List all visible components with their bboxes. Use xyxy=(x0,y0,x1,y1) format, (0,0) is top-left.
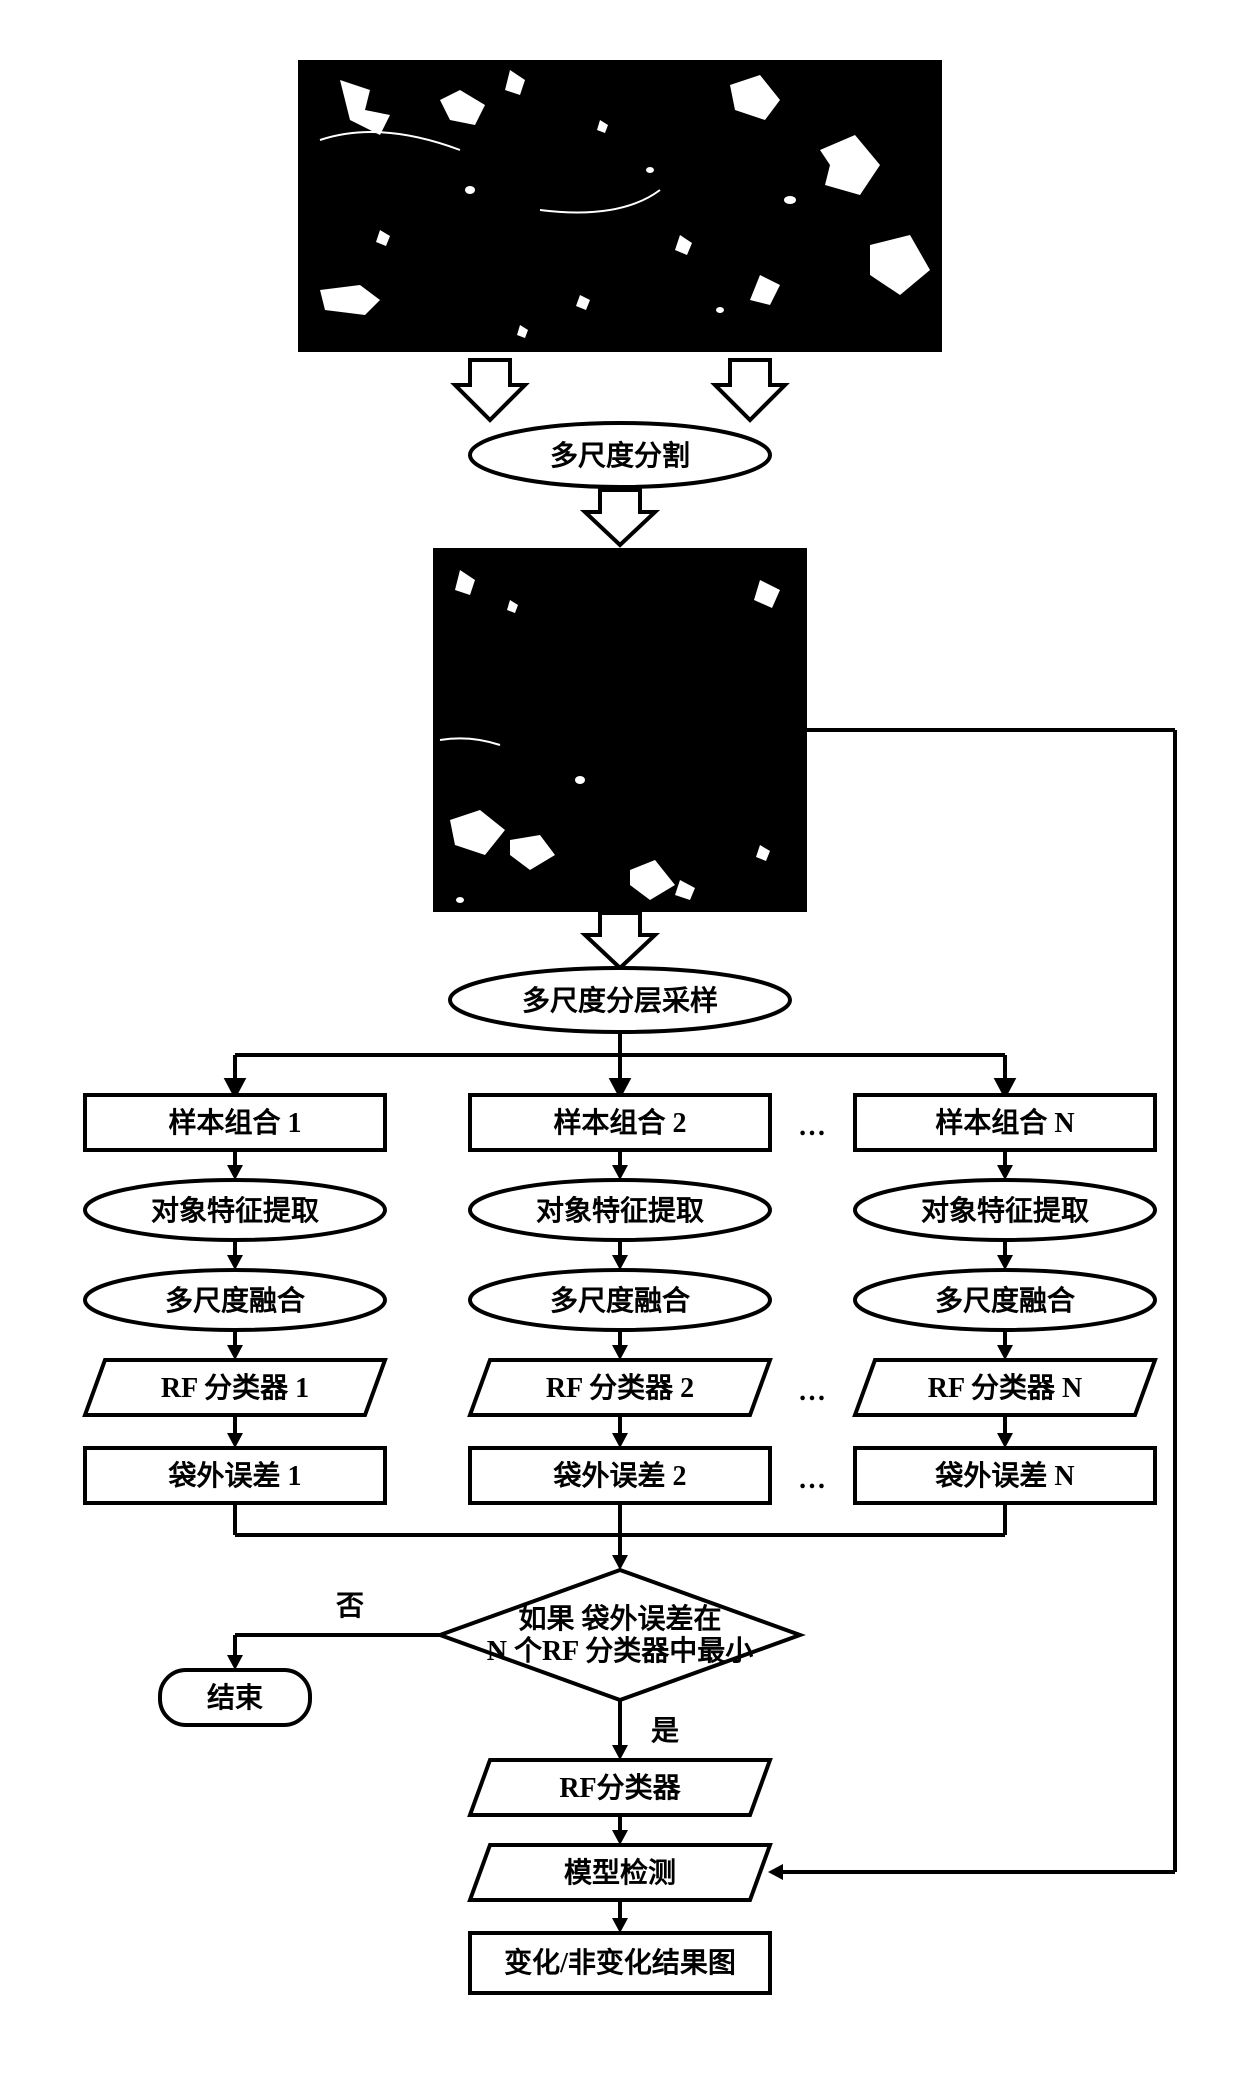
rf-classifier-label: RF分类器 xyxy=(559,1772,681,1804)
hollow-arrow-right xyxy=(715,360,785,420)
hollow-arrow-mid xyxy=(585,913,655,968)
col2-sample: 样本组合 2 xyxy=(553,1106,686,1139)
coln-feature: 对象特征提取 xyxy=(921,1194,1089,1227)
hollow-arrow-left xyxy=(455,360,525,420)
column-n: 样本组合 N 对象特征提取 多尺度融合 RF 分类器 N 袋外误差 N xyxy=(855,1095,1155,1503)
coln-sample: 样本组合 N xyxy=(935,1106,1074,1139)
step-sampling-label: 多尺度分层采样 xyxy=(522,984,718,1017)
mid-image xyxy=(435,550,805,910)
end-label: 结束 xyxy=(207,1682,263,1714)
column-1: 样本组合 1 对象特征提取 多尺度融合 RF 分类器 1 袋外误差 1 xyxy=(85,1095,385,1503)
col2-oob: 袋外误差 2 xyxy=(552,1459,686,1492)
col1-rf: RF 分类器 1 xyxy=(161,1372,309,1404)
coln-oob: 袋外误差 N xyxy=(934,1459,1074,1492)
ellipsis-3: … xyxy=(798,1464,826,1495)
decision-line2: N 个RF 分类器中最小 xyxy=(487,1635,754,1667)
ellipsis-2: … xyxy=(798,1376,826,1407)
col2-feature: 对象特征提取 xyxy=(536,1194,704,1227)
col1-fusion: 多尺度融合 xyxy=(165,1284,306,1317)
flowchart: 多尺度分割 多尺度分层采样 样 xyxy=(40,60,1200,2020)
coln-fusion: 多尺度融合 xyxy=(935,1284,1076,1317)
col1-oob: 袋外误差 1 xyxy=(167,1459,301,1492)
decision-diamond xyxy=(440,1570,800,1700)
col1-feature: 对象特征提取 xyxy=(151,1194,319,1227)
column-2: 样本组合 2 对象特征提取 多尺度融合 RF 分类器 2 袋外误差 2 xyxy=(470,1095,770,1503)
top-image xyxy=(300,60,940,350)
step-seg-label: 多尺度分割 xyxy=(550,439,690,472)
decision-line1: 如果 袋外误差在 xyxy=(518,1602,721,1635)
col2-fusion: 多尺度融合 xyxy=(550,1284,691,1317)
yes-label: 是 xyxy=(651,1716,679,1747)
result-label: 变化/非变化结果图 xyxy=(504,1946,736,1979)
model-test-label: 模型检测 xyxy=(564,1856,676,1889)
col2-rf: RF 分类器 2 xyxy=(546,1372,694,1404)
col1-sample: 样本组合 1 xyxy=(168,1106,301,1139)
coln-rf: RF 分类器 N xyxy=(928,1372,1083,1404)
ellipsis-1: … xyxy=(798,1111,826,1142)
hollow-arrow-seg xyxy=(585,490,655,545)
no-label: 否 xyxy=(336,1591,364,1622)
